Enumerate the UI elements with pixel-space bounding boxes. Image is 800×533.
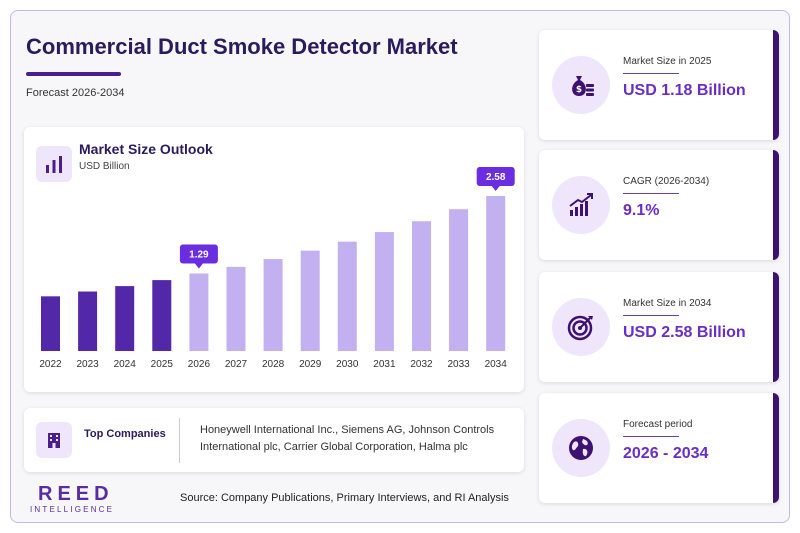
logo-subtitle: INTELLIGENCE	[30, 505, 115, 514]
bar-2028	[263, 259, 283, 351]
x-tick-label: 2024	[114, 359, 137, 370]
logo-wordmark: REED	[38, 483, 114, 505]
value-callout-2026: 1.29	[179, 244, 218, 269]
divider	[179, 418, 180, 463]
data-label: 1.29	[189, 250, 209, 261]
bar-chart-icon	[36, 146, 72, 182]
kpi-label: Market Size in 2025	[623, 56, 712, 67]
chart-card: Market Size Outlook USD Billion 2022 2023…	[24, 127, 524, 392]
bar-2032	[412, 221, 431, 351]
x-tick-label: 2025	[151, 359, 174, 370]
title-underline	[26, 72, 121, 76]
kpi-card-market-size-2034: Market Size in 2034 USD 2.58 Billion	[539, 272, 779, 382]
x-tick-label: 2023	[76, 359, 99, 370]
x-tick-label: 2031	[373, 359, 396, 370]
page-title: Commercial Duct Smoke Detector Market	[26, 34, 458, 59]
x-tick-label: 2032	[410, 359, 433, 370]
kpi-label: Market Size in 2034	[623, 298, 712, 309]
kpi-divider	[623, 315, 679, 316]
value-callout-2034: 2.58	[476, 167, 515, 191]
kpi-card-market-size-2025: $ Market Size in 2025 USD 1.18 Billion	[539, 30, 779, 140]
kpi-label: CAGR (2026-2034)	[623, 176, 710, 187]
bar-2027	[226, 266, 246, 351]
kpi-value: USD 1.18 Billion	[623, 82, 746, 99]
page-subtitle: Forecast 2026-2034	[26, 87, 125, 99]
globe-icon	[552, 419, 610, 477]
kpi-divider	[623, 73, 679, 74]
chart-unit: USD Billion	[79, 161, 130, 172]
money-bag-icon: $	[552, 56, 610, 114]
bar-2026	[189, 273, 209, 351]
bar-2023	[78, 291, 98, 351]
top-companies-card: Top Companies Honeywell International In…	[24, 408, 524, 472]
kpi-card-cagr: CAGR (2026-2034) 9.1%	[539, 150, 779, 260]
kpi-divider	[623, 193, 679, 194]
top-companies-list: Honeywell International Inc., Siemens AG…	[200, 424, 495, 453]
bar-2033	[449, 209, 469, 351]
kpi-card-forecast-period: Forecast period 2026 - 2034	[539, 393, 779, 503]
chart-title: Market Size Outlook	[79, 141, 213, 157]
x-tick-label: 2026	[188, 359, 211, 370]
growth-chart-icon	[552, 176, 610, 234]
x-tick-label: 2030	[336, 359, 359, 370]
x-tick-label: 2034	[485, 359, 508, 370]
target-icon	[552, 298, 610, 356]
source-note: Source: Company Publications, Primary In…	[180, 492, 509, 504]
x-tick-label: 2028	[262, 359, 285, 370]
kpi-value: 2026 - 2034	[623, 445, 709, 462]
kpi-divider	[623, 436, 679, 437]
bar-2030	[337, 241, 357, 351]
kpi-value: USD 2.58 Billion	[623, 324, 746, 341]
bar-2022	[41, 296, 60, 351]
bar-2025	[152, 280, 172, 351]
bar-2034	[486, 196, 506, 351]
bar-2029	[300, 250, 320, 351]
bar-2031	[374, 232, 394, 351]
kpi-label: Forecast period	[623, 419, 693, 430]
x-tick-label: 2027	[225, 359, 248, 370]
x-tick-label: 2029	[299, 359, 322, 370]
kpi-value: 9.1%	[623, 202, 660, 219]
x-tick-label: 2022	[39, 359, 62, 370]
x-tick-label: 2033	[447, 359, 470, 370]
data-label: 2.58	[486, 172, 506, 183]
building-icon	[36, 422, 72, 458]
bar-2024	[115, 286, 135, 351]
svg-text:$: $	[576, 85, 582, 95]
bar-chart: 2022 2023 2024 2025 2026 1.29 2027 2028 2029 2030…	[39, 167, 515, 370]
top-companies-label: Top Companies	[84, 428, 166, 440]
